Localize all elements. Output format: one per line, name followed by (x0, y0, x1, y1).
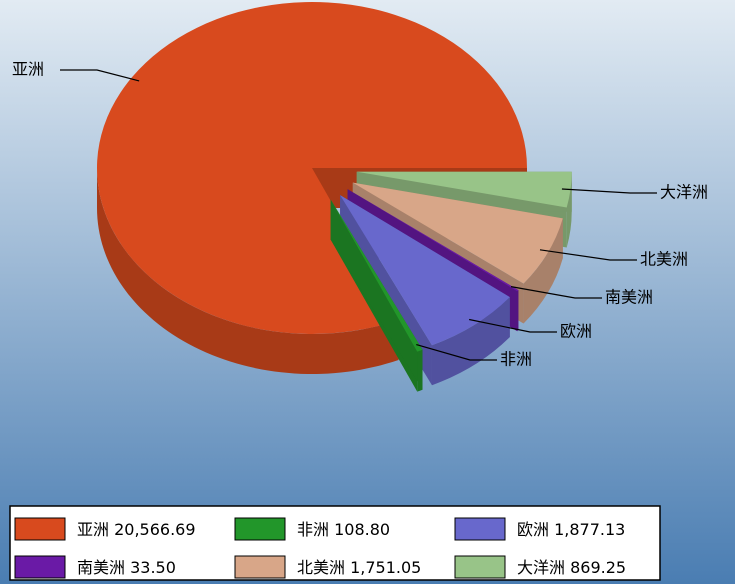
pie-slice (352, 182, 563, 284)
legend-value: 1,877.13 (554, 520, 625, 539)
legend-name: 非洲 (297, 520, 329, 539)
legend-name: 南美洲 (77, 558, 125, 577)
legend-name: 北美洲 (297, 558, 345, 577)
legend-box (9, 505, 661, 581)
legend-value: 1,751.05 (350, 558, 421, 577)
slice-side (417, 349, 423, 392)
pie-slice (340, 195, 510, 346)
pie-slice (330, 199, 423, 352)
legend-name: 大洋洲 (517, 558, 565, 577)
slice-side (517, 290, 519, 332)
slice-label: 北美洲 (640, 250, 688, 269)
pie-slice (356, 171, 572, 208)
legend-value: 108.80 (334, 520, 390, 539)
legend-label: 南美洲 33.50 (77, 558, 176, 577)
slice-label: 南美洲 (605, 288, 653, 307)
legend-label: 北美洲 1,751.05 (297, 558, 421, 577)
legend-swatch (14, 517, 66, 541)
leader-line (416, 344, 497, 361)
legend-swatch (454, 517, 506, 541)
legend-name: 亚洲 (77, 520, 109, 539)
legend-swatch (14, 555, 66, 579)
leader-line (561, 188, 657, 194)
leader-line (510, 286, 602, 299)
leader-line (539, 249, 637, 261)
leader-line (60, 69, 140, 82)
legend-swatch (234, 517, 286, 541)
slice-label: 欧洲 (560, 322, 592, 341)
slice-label: 非洲 (500, 350, 532, 369)
legend-value: 20,566.69 (114, 520, 195, 539)
slice-side (566, 171, 572, 248)
legend-label: 大洋洲 869.25 (517, 558, 626, 577)
legend-name: 欧洲 (517, 520, 549, 539)
legend-label: 亚洲 20,566.69 (77, 520, 196, 539)
legend-swatch (454, 555, 506, 579)
legend-label: 欧洲 1,877.13 (517, 520, 625, 539)
legend-value: 33.50 (130, 558, 176, 577)
slice-label: 亚洲 (12, 60, 44, 79)
pie-slice (96, 1, 527, 334)
legend-value: 869.25 (570, 558, 626, 577)
pie-slice (347, 189, 519, 292)
legend-swatch (234, 555, 286, 579)
slice-label: 大洋洲 (660, 183, 708, 202)
slice-side (431, 297, 510, 386)
leader-line (469, 318, 557, 333)
slice-side (523, 218, 563, 324)
legend-label: 非洲 108.80 (297, 520, 390, 539)
slice-wall (330, 199, 423, 390)
slice-side (97, 168, 399, 374)
